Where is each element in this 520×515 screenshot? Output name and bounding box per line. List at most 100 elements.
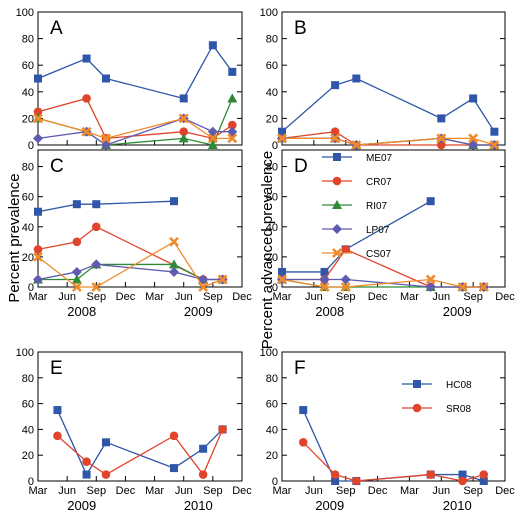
data-point-sr08 bbox=[53, 431, 62, 441]
panel-c: 0 20 40 60 80 Mar Jun Sep Dec Mar Jun Sep Dec 2008 200… bbox=[22, 149, 252, 319]
y-tick-label: 0 bbox=[28, 476, 34, 488]
y-tick-label: 0 bbox=[272, 282, 278, 294]
data-point-hc08 bbox=[299, 406, 308, 415]
panel-letter: A bbox=[50, 18, 63, 39]
series-line-ri07 bbox=[37, 98, 233, 146]
data-point-ri07 bbox=[227, 93, 238, 103]
y-tick-label: 60 bbox=[266, 399, 278, 411]
year-label: 2008 bbox=[315, 304, 344, 319]
x-tick-label: Jun bbox=[58, 485, 76, 497]
data-point-cr07 bbox=[436, 140, 446, 150]
data-point-cs07 bbox=[478, 282, 489, 292]
data-point-cs07 bbox=[436, 133, 447, 144]
y-tick-label: 80 bbox=[266, 373, 278, 385]
y-tick-label: 100 bbox=[16, 347, 34, 359]
data-point-me07 bbox=[320, 267, 329, 276]
x-tick-label: Dec bbox=[495, 291, 515, 303]
panel-letter: D bbox=[294, 156, 308, 177]
y-tick-label: 20 bbox=[266, 113, 278, 125]
data-point-cr07 bbox=[330, 127, 340, 136]
data-point-sr08 bbox=[198, 470, 208, 479]
y-tick-label: 20 bbox=[266, 450, 278, 462]
x-tick-label: Jun bbox=[432, 485, 450, 497]
legend-label: CR07 bbox=[366, 177, 392, 188]
y-tick-label: 100 bbox=[260, 347, 278, 359]
data-point-cs07 bbox=[227, 133, 238, 144]
y-tick-label: 60 bbox=[266, 60, 278, 72]
data-point-hc08 bbox=[170, 464, 178, 473]
x-tick-label: Mar bbox=[400, 485, 419, 497]
data-point-me07 bbox=[278, 127, 286, 136]
data-point-cs07 bbox=[457, 282, 468, 292]
legend-label: CS07 bbox=[366, 249, 391, 260]
data-point-cs07 bbox=[319, 282, 330, 292]
x-tick-label: Mar bbox=[29, 291, 48, 303]
x-tick-label: Mar bbox=[145, 485, 164, 497]
panel-letter: E bbox=[50, 358, 63, 379]
series-line-me07 bbox=[37, 44, 233, 100]
y-tick-label: 0 bbox=[272, 140, 278, 152]
legend-marker-lp07 bbox=[332, 224, 342, 234]
panel-letter: B bbox=[294, 18, 307, 39]
data-point-cs07 bbox=[330, 133, 341, 144]
y-tick-label: 20 bbox=[22, 252, 34, 264]
y-tick-label: 40 bbox=[266, 424, 278, 436]
legend-marker-me07 bbox=[333, 153, 341, 161]
data-point-lp07 bbox=[33, 274, 43, 285]
data-point-lp07 bbox=[91, 259, 102, 270]
data-point-hc08 bbox=[458, 470, 467, 479]
data-point-lp07 bbox=[71, 266, 82, 277]
data-point-me07 bbox=[208, 41, 217, 50]
y-tick-label: 40 bbox=[22, 424, 34, 436]
data-point-cs07 bbox=[277, 133, 287, 144]
data-point-me07 bbox=[34, 74, 42, 83]
x-tick-label: Sep bbox=[203, 291, 223, 303]
x-tick-label: Jun bbox=[175, 291, 193, 303]
x-tick-label: Sep bbox=[463, 485, 483, 497]
panel-b: 0 20 40 60 80 100 B bbox=[260, 7, 506, 152]
y-tick-label: 60 bbox=[266, 192, 278, 204]
data-point-cs07 bbox=[33, 251, 43, 262]
year-label: 2009 bbox=[184, 304, 213, 319]
panel-a: 0 20 40 60 80 100 A bbox=[16, 7, 243, 152]
panels: 0 20 40 60 80 100 A 0 20 40 60 80 100 B 0 20 40 60 80 Mar Ju… bbox=[16, 7, 516, 513]
panel-letter: C bbox=[50, 156, 64, 177]
data-point-cr07 bbox=[33, 245, 43, 254]
data-point-cs07 bbox=[198, 282, 209, 292]
data-point-cs07 bbox=[217, 274, 228, 285]
data-point-cs07 bbox=[351, 140, 362, 150]
data-point-lp07 bbox=[33, 133, 43, 144]
x-tick-label: Jun bbox=[175, 485, 193, 497]
data-point-me07 bbox=[352, 74, 361, 83]
data-point-me07 bbox=[469, 94, 478, 103]
legend-label: ME07 bbox=[366, 153, 393, 164]
year-label: 2008 bbox=[67, 304, 96, 319]
series-line-me07 bbox=[37, 200, 175, 213]
legend-label: LP07 bbox=[366, 225, 390, 236]
series-line-cs07 bbox=[37, 240, 223, 288]
x-tick-label: Dec bbox=[232, 485, 252, 497]
panel-letter: F bbox=[294, 358, 306, 379]
data-point-me07 bbox=[170, 197, 178, 206]
data-point-ri07 bbox=[169, 259, 179, 269]
series-line-sr08 bbox=[56, 429, 224, 476]
series-line-me07 bbox=[282, 200, 431, 273]
y-tick-label: 60 bbox=[22, 399, 34, 411]
data-point-cr07 bbox=[72, 237, 82, 247]
legend-d: ME07 CR07 RI07 LP07 CS07 bbox=[322, 153, 393, 260]
y-tick-label: 0 bbox=[28, 140, 34, 152]
x-tick-label: Dec bbox=[495, 485, 515, 497]
data-point-cs07 bbox=[207, 133, 218, 144]
y-tick-label: 80 bbox=[22, 162, 34, 174]
series-line-cs07 bbox=[282, 137, 495, 146]
data-point-cs07 bbox=[425, 274, 436, 285]
data-point-cr07 bbox=[227, 120, 237, 130]
x-tick-label: Sep bbox=[86, 485, 106, 497]
data-point-sr08 bbox=[479, 470, 489, 479]
data-point-lp07 bbox=[319, 274, 330, 285]
y-tick-label: 100 bbox=[16, 7, 34, 19]
data-point-sr08 bbox=[298, 438, 308, 447]
x-tick-label: Sep bbox=[336, 291, 356, 303]
data-point-hc08 bbox=[53, 406, 62, 415]
